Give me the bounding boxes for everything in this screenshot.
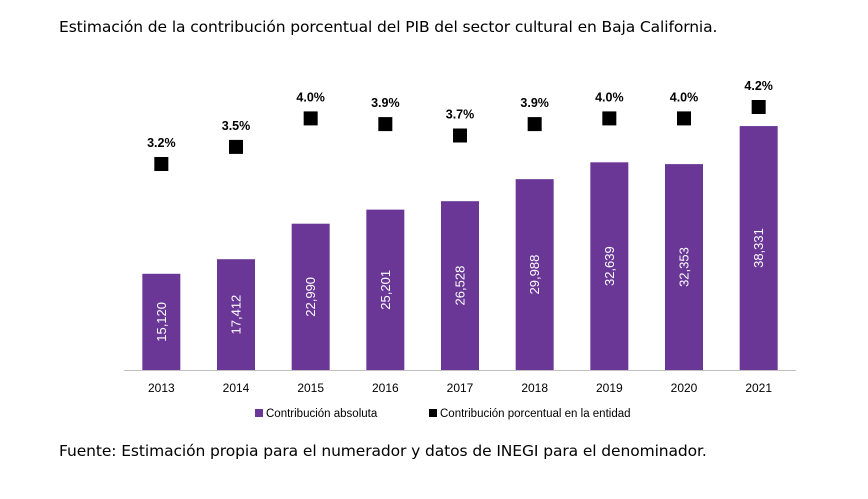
bar — [366, 209, 405, 370]
bar — [515, 179, 554, 370]
source-note: Fuente: Estimación propia para el numera… — [59, 442, 707, 460]
legend-swatch-bar — [255, 409, 263, 417]
chart-title: Estimación de la contribución porcentual… — [59, 18, 718, 36]
x-tick-label: 2021 — [745, 381, 772, 395]
bar-value-label: 26,528 — [453, 266, 468, 306]
bar-value-label: 38,331 — [751, 228, 766, 268]
bar-series — [142, 126, 778, 370]
bar-value-label: 15,120 — [154, 302, 169, 342]
legend: Contribución absoluta Contribución porcen… — [255, 408, 631, 420]
x-tick-label: 2014 — [223, 381, 250, 395]
bar-value-label: 32,639 — [602, 246, 617, 286]
bar — [291, 223, 330, 370]
pct-marker — [303, 111, 318, 126]
pct-value-label: 4.0% — [296, 90, 325, 104]
marker-value-labels: 3.2% 3.5% 4.0% 3.9% 3.7% 3.9% 4.0% 4.0% 4.2% — [147, 79, 773, 150]
bar-value-label: 32,353 — [677, 247, 692, 287]
pct-value-label: 3.7% — [446, 108, 475, 122]
marker-series — [154, 100, 766, 171]
pct-value-label: 3.9% — [520, 96, 549, 110]
x-tick-label: 2018 — [521, 381, 548, 395]
bar — [665, 164, 703, 370]
legend-label: Contribución porcentual en la entidad — [440, 408, 631, 420]
pct-value-label: 4.2% — [744, 79, 773, 93]
pct-marker — [602, 111, 617, 126]
bar-value-labels: 15,120 17,412 22,990 25,201 26,528 29,988 32,6… — [154, 228, 766, 342]
x-tick-label: 2019 — [596, 381, 623, 395]
bar-value-label: 22,990 — [303, 277, 318, 317]
bar — [441, 201, 479, 370]
legend-item-bars: Contribución absoluta — [255, 408, 378, 420]
pct-marker — [527, 117, 542, 132]
bar — [590, 162, 629, 370]
x-tick-labels: 2013 2014 2015 2016 2017 2018 2019 2020 2021 — [148, 381, 772, 395]
legend-swatch-marker — [429, 409, 437, 417]
pct-marker — [453, 128, 467, 143]
pct-marker — [751, 100, 766, 114]
pct-marker — [154, 157, 169, 171]
x-tick-label: 2017 — [447, 381, 474, 395]
pct-value-label: 3.2% — [147, 136, 176, 150]
pct-value-label: 4.0% — [595, 90, 624, 104]
pct-value-label: 3.9% — [371, 96, 400, 110]
bar-value-label: 25,201 — [378, 270, 393, 310]
x-tick-label: 2013 — [148, 381, 175, 395]
pct-marker — [229, 139, 243, 154]
bar-value-label: 29,988 — [527, 255, 542, 295]
pct-marker — [677, 111, 691, 126]
pct-value-label: 4.0% — [670, 90, 699, 104]
bar — [142, 273, 181, 370]
legend-label: Contribución absoluta — [266, 408, 378, 420]
legend-item-markers: Contribución porcentual en la entidad — [429, 408, 631, 420]
x-tick-label: 2016 — [372, 381, 399, 395]
pct-value-label: 3.5% — [222, 119, 251, 133]
bar-value-label: 17,412 — [229, 295, 244, 335]
x-tick-label: 2020 — [671, 381, 698, 395]
bar — [739, 126, 778, 370]
x-tick-label: 2015 — [297, 381, 324, 395]
bar — [217, 259, 255, 370]
pct-marker — [378, 117, 393, 132]
